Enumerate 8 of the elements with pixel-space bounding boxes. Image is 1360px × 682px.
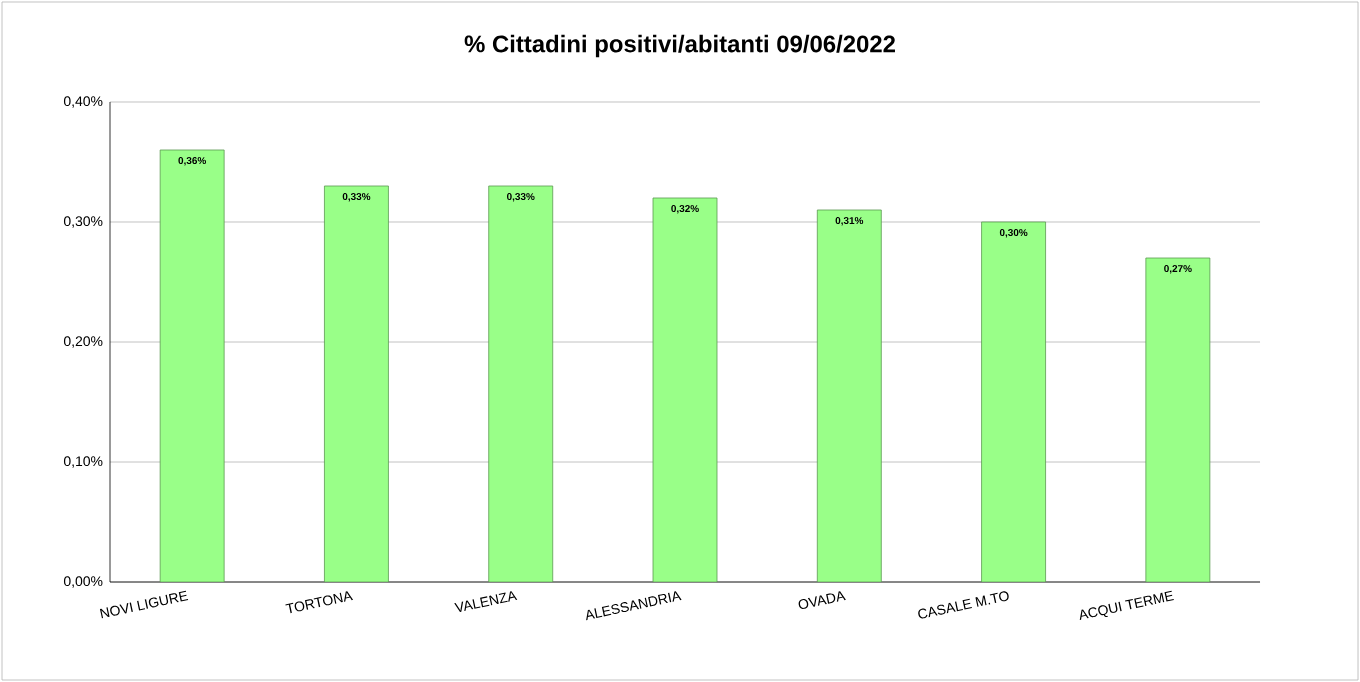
chart-title: % Cittadini positivi/abitanti 09/06/2022 — [464, 34, 895, 58]
bar — [1145, 257, 1211, 582]
bar — [488, 185, 554, 582]
bar — [159, 149, 225, 582]
bar — [652, 197, 718, 582]
bar — [981, 221, 1046, 582]
bar — [816, 209, 882, 582]
bar — [324, 185, 389, 582]
